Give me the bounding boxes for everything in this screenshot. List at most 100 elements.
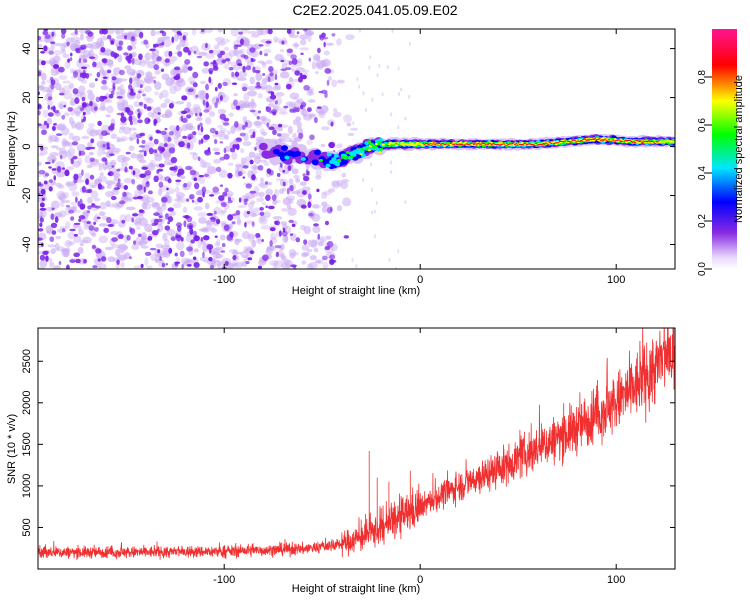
spectrogram-noise-blob xyxy=(53,49,63,55)
colorbar-ticks: 0.0 0.2 0.4 0.6 0.8 xyxy=(697,70,712,276)
spectrogram-noise-blob xyxy=(197,196,203,203)
spectrogram-noise-blob xyxy=(260,115,267,122)
spectrogram-noise-blob xyxy=(182,35,186,41)
spectrogram-noise-blob xyxy=(101,130,108,137)
figure-title: C2E2.2025.041.05.09.E02 xyxy=(292,2,458,18)
spectrogram-signal-cell xyxy=(314,149,321,156)
spectrogram-noise-blob xyxy=(183,46,190,53)
spectrogram-noise-blob xyxy=(278,230,282,237)
spectrogram-noise-blob xyxy=(219,234,226,241)
spectrogram-noise-blob xyxy=(269,240,273,247)
spectrogram-noise-blob xyxy=(64,150,72,157)
spectrogram-noise-blob xyxy=(38,183,44,187)
spectrogram-noise-blob xyxy=(142,202,152,210)
spectrogram-noise-blob xyxy=(213,210,217,215)
spectrogram-signal-cell xyxy=(469,143,472,145)
spectrogram-noise-blob xyxy=(205,92,209,100)
spectrogram-noise-blob xyxy=(144,78,154,85)
spectrogram-noise-blob xyxy=(397,249,400,254)
spectrogram-noise-blob xyxy=(94,213,99,223)
spectrogram-noise-blob xyxy=(183,220,187,228)
spectrogram-noise-blob xyxy=(303,84,310,91)
spectrogram-noise-blob xyxy=(298,132,304,139)
spectrogram-noise-blob xyxy=(153,175,159,183)
spectrogram-noise-blob xyxy=(269,72,274,77)
spectrogram-noise-blob xyxy=(61,228,66,233)
spectrogram-noise-blob xyxy=(247,85,257,91)
spectrogram-signal-cell xyxy=(341,155,346,159)
spectrogram-noise-blob xyxy=(241,230,250,240)
spectrogram-noise-blob xyxy=(38,103,42,110)
spectrogram-noise-blob xyxy=(193,261,200,269)
spectrogram-noise-blob xyxy=(250,213,258,217)
spectrogram-noise-blob xyxy=(213,139,218,145)
spectrogram-noise-blob xyxy=(77,200,80,207)
spectrogram-noise-blob xyxy=(265,106,272,113)
spectrogram-signal-cell xyxy=(373,145,378,149)
spectrogram-noise-blob xyxy=(95,158,100,163)
spectrogram-noise-blob xyxy=(89,56,96,60)
spectrogram-noise-blob xyxy=(58,192,67,201)
spectrogram-noise-blob xyxy=(78,215,86,220)
spectrogram-noise-blob xyxy=(281,255,286,265)
spectrogram-noise-blob xyxy=(179,175,186,180)
spectrogram-noise-blob xyxy=(188,224,193,230)
spectrogram-noise-blob xyxy=(306,139,313,145)
spectrogram-noise-blob xyxy=(168,130,174,136)
spectrogram-noise-blob xyxy=(119,200,126,205)
spectrogram-noise-blob xyxy=(121,156,131,162)
spectrogram-noise-blob xyxy=(236,77,247,81)
spectrogram-signal-cell xyxy=(573,140,577,142)
spectrogram-noise-blob xyxy=(240,157,247,164)
spectrogram-signal-cell xyxy=(294,150,301,157)
spectrogram-noise-blob xyxy=(322,262,329,269)
spectrogram-signal-cell xyxy=(284,155,290,160)
spectrogram-signal-cell xyxy=(559,141,563,144)
spectrogram-noise-blob xyxy=(233,93,238,97)
spectrogram-signal-cell xyxy=(564,140,567,142)
spectrogram-noise-blob xyxy=(217,108,227,115)
spectrogram-noise-blob xyxy=(96,71,101,78)
spectrogram-noise-blob xyxy=(237,204,247,209)
spectrogram-noise-blob xyxy=(245,65,252,71)
spectrogram-noise-blob xyxy=(282,181,286,187)
spectrogram-noise-blob xyxy=(275,178,284,182)
spectrogram-noise-blob xyxy=(262,72,266,77)
spectrogram-noise-blob xyxy=(90,190,99,199)
spectrogram-noise-blob xyxy=(124,35,128,40)
spectrogram-noise-blob xyxy=(219,184,224,188)
spectrogram-noise-blob xyxy=(286,48,293,54)
spectrogram-noise-blob xyxy=(148,147,154,155)
spectrogram-noise-blob xyxy=(39,222,43,228)
spectrogram-signal-cell xyxy=(511,143,514,145)
spectrogram-noise-blob xyxy=(258,215,268,225)
spectrogram-signal-cell xyxy=(325,163,331,168)
spectrogram-signal-cell xyxy=(620,141,624,143)
spectrogram-noise-blob xyxy=(68,82,75,89)
spectrogram-noise-blob xyxy=(143,198,150,205)
spectrogram-noise-blob xyxy=(189,193,195,200)
spectrogram-signal-cell xyxy=(531,143,534,145)
spectrogram-noise-blob xyxy=(181,64,189,73)
spectrogram-noise-blob xyxy=(350,127,359,131)
spectrogram-noise-blob xyxy=(132,240,137,245)
spectrogram-noise-blob xyxy=(233,99,238,106)
spectrogram-noise-blob xyxy=(232,144,238,150)
spectrogram-signal-cell xyxy=(391,142,395,145)
spectrogram-signal-cell xyxy=(503,143,506,145)
spectrogram-noise-blob xyxy=(52,159,55,164)
spectrogram-signal-cell xyxy=(359,150,365,155)
spectrogram-noise-blob xyxy=(38,71,42,77)
spectrogram-signal-cell xyxy=(378,151,382,154)
spectrogram-noise-blob xyxy=(210,191,221,195)
spectrogram-noise-blob xyxy=(208,76,212,84)
spectrogram-noise-blob xyxy=(176,197,187,204)
spectrogram-noise-blob xyxy=(291,223,296,228)
spectrogram-noise-blob xyxy=(227,214,234,221)
spectrogram-noise-blob xyxy=(149,136,153,141)
spectrogram-noise-blob xyxy=(93,106,98,111)
spectrogram-noise-blob xyxy=(400,87,403,92)
spectrogram-noise-blob xyxy=(189,169,197,176)
spectrogram-noise-blob xyxy=(140,235,146,242)
spectrogram-noise-blob xyxy=(84,111,91,115)
